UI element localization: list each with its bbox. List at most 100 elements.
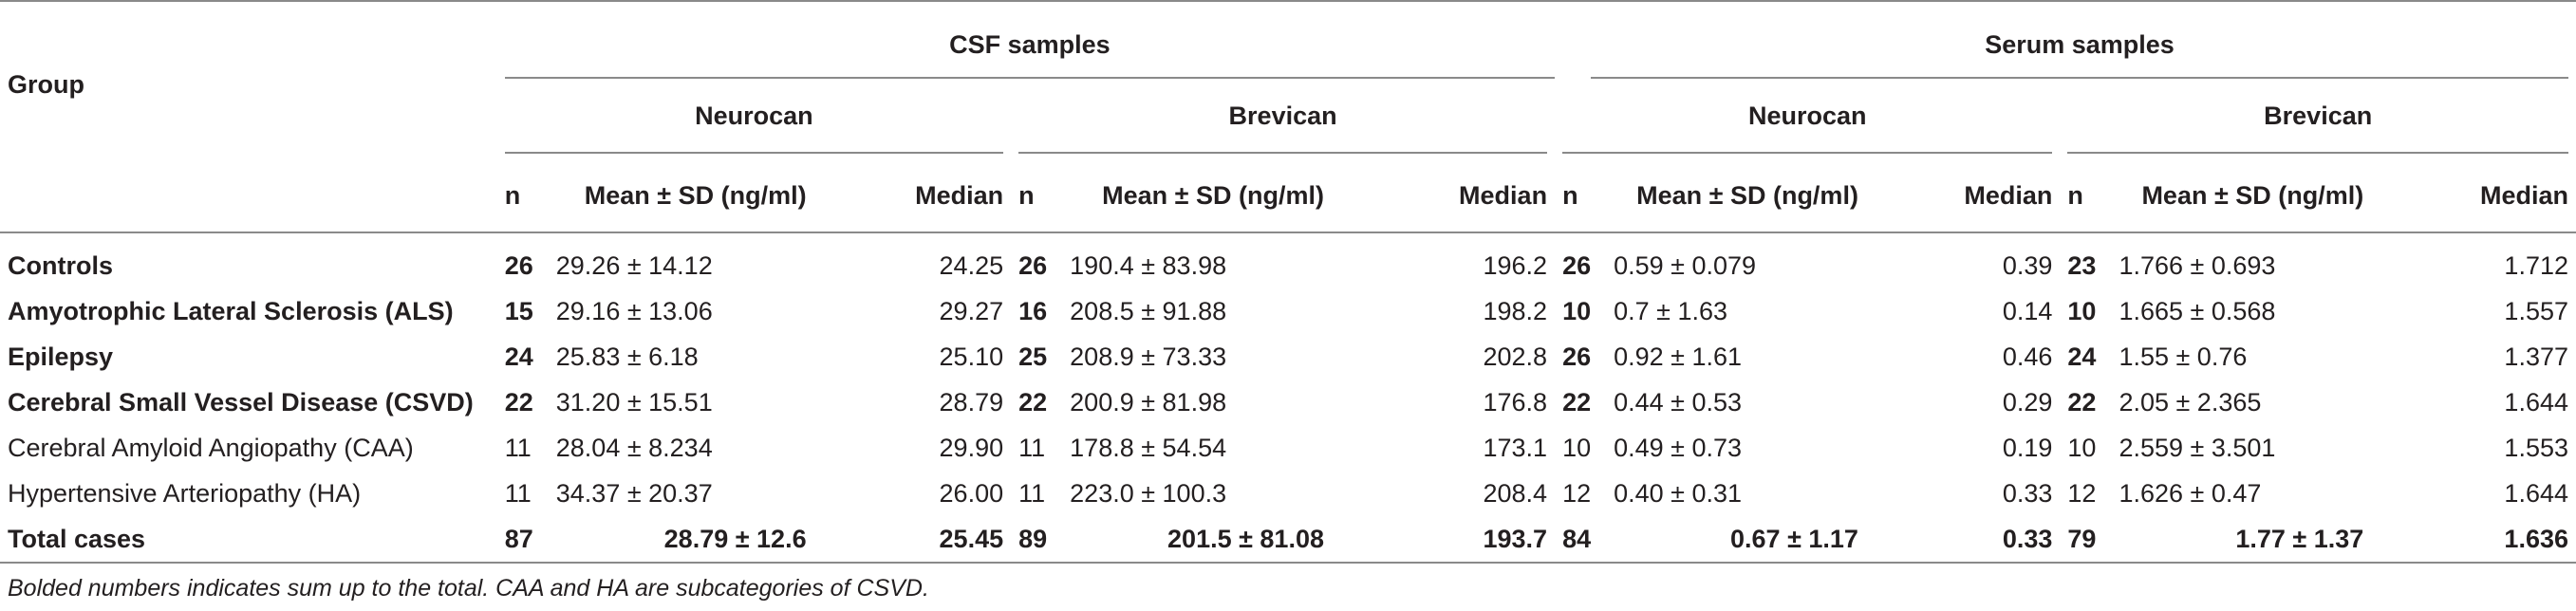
cell-ser-bre-n: 22 [2067, 387, 2097, 417]
total-ser-neu-median: 0.33 [2002, 524, 2053, 553]
csf-neurocan-header: Neurocan [497, 82, 1011, 159]
data-table: CSF samples Serum samples Group Neurocan… [0, 1, 2576, 563]
cell-csf-bre-mean: 200.9 ± 81.98 [1070, 387, 1227, 417]
row-group: Epilepsy [8, 342, 114, 371]
cell-csf-bre-n: 16 [1018, 296, 1048, 325]
csf-bre-median-header: Median [1459, 180, 1548, 210]
serum-neurocan-header: Neurocan [1555, 82, 2060, 159]
cell-ser-neu-median: 0.46 [2002, 342, 2053, 371]
cell-ser-neu-mean: 0.49 ± 0.73 [1614, 433, 1743, 462]
cell-ser-bre-n: 23 [2067, 250, 2097, 280]
table-row: Hypertensive Arteriopathy (HA) 11 34.37 ± … [0, 471, 2576, 516]
cell-csf-neu-mean: 34.37 ± 20.37 [555, 478, 713, 508]
row-group: Cerebral Small Vessel Disease (CSVD) [8, 387, 474, 417]
csf-neu-mean-header: Mean ± SD (ng/ml) [584, 180, 807, 210]
cell-csf-bre-median: 198.2 [1483, 296, 1548, 325]
row-group: Hypertensive Arteriopathy (HA) [8, 478, 362, 508]
cell-ser-neu-n: 22 [1562, 387, 1592, 417]
csf-neu-median-header: Median [915, 180, 1004, 210]
cell-csf-bre-n: 25 [1018, 342, 1048, 371]
cell-ser-bre-n: 10 [2067, 433, 2097, 462]
serum-samples-header: Serum samples [1555, 1, 2576, 82]
cell-ser-bre-median: 1.712 [2504, 250, 2568, 280]
cell-csf-bre-mean: 223.0 ± 100.3 [1070, 478, 1227, 508]
total-row: Total cases 87 28.79 ± 12.6 25.45 89 201… [0, 516, 2576, 563]
cell-ser-neu-mean: 0.44 ± 0.53 [1614, 387, 1743, 417]
cell-csf-bre-median: 208.4 [1483, 478, 1548, 508]
cell-csf-neu-median: 29.27 [939, 296, 1004, 325]
cell-csf-neu-n: 11 [504, 478, 532, 508]
cell-ser-bre-mean: 1.665 ± 0.568 [2119, 296, 2276, 325]
table-row: Controls 26 29.26 ± 14.12 24.25 26 190.4 ± 83… [0, 232, 2576, 288]
csf-neu-n-header: n [504, 180, 521, 210]
cell-ser-neu-mean: 0.59 ± 0.079 [1614, 250, 1757, 280]
csf-brevican-label: Brevican [1018, 88, 1548, 154]
cell-csf-neu-mean: 29.26 ± 14.12 [555, 250, 713, 280]
ser-neu-median-header: Median [1964, 180, 2053, 210]
cell-csf-bre-mean: 208.5 ± 91.88 [1070, 296, 1227, 325]
cell-csf-neu-n: 24 [504, 342, 533, 371]
table-body: Controls 26 29.26 ± 14.12 24.25 26 190.4 ± 83… [0, 232, 2576, 516]
cell-csf-bre-median: 173.1 [1483, 433, 1548, 462]
cell-ser-bre-median: 1.557 [2504, 296, 2568, 325]
cell-csf-neu-median: 26.00 [939, 478, 1004, 508]
cell-csf-neu-n: 11 [504, 433, 532, 462]
cell-ser-bre-n: 12 [2067, 478, 2097, 508]
cell-csf-neu-median: 29.90 [939, 433, 1004, 462]
cell-csf-neu-mean: 31.20 ± 15.51 [555, 387, 713, 417]
table-footnote: Bolded numbers indicates sum up to the t… [8, 575, 929, 602]
csf-brevican-header: Brevican [1011, 82, 1555, 159]
cell-csf-neu-mean: 29.16 ± 13.06 [555, 296, 713, 325]
ser-bre-mean-header: Mean ± SD (ng/ml) [2141, 180, 2364, 210]
cell-ser-bre-median: 1.377 [2504, 342, 2568, 371]
cell-csf-bre-mean: 190.4 ± 83.98 [1070, 250, 1227, 280]
total-ser-bre-mean: 1.77 ± 1.37 [2235, 524, 2364, 553]
cell-csf-neu-median: 28.79 [939, 387, 1004, 417]
row-group: Amyotrophic Lateral Sclerosis (ALS) [8, 296, 454, 325]
cell-ser-bre-mean: 1.766 ± 0.693 [2119, 250, 2276, 280]
group-header-label: Group [8, 70, 84, 99]
total-csf-neu-n: 87 [504, 524, 533, 553]
cell-csf-neu-n: 15 [504, 296, 533, 325]
cell-ser-neu-median: 0.19 [2002, 433, 2053, 462]
cell-csf-neu-median: 24.25 [939, 250, 1004, 280]
table-row: Cerebral Amyloid Angiopathy (CAA) 11 28.04… [0, 425, 2576, 471]
cell-ser-neu-median: 0.39 [2002, 250, 2053, 280]
cell-csf-neu-mean: 28.04 ± 8.234 [555, 433, 713, 462]
cell-ser-bre-mean: 2.559 ± 3.501 [2119, 433, 2276, 462]
cell-csf-bre-n: 22 [1018, 387, 1048, 417]
serum-brevican-header: Brevican [2060, 82, 2576, 159]
total-csf-bre-median: 193.7 [1483, 524, 1548, 553]
group-header: Group [0, 70, 497, 159]
cell-ser-bre-mean: 1.55 ± 0.76 [2119, 342, 2248, 371]
cell-ser-neu-n: 12 [1562, 478, 1592, 508]
total-csf-neu-median: 25.45 [939, 524, 1004, 553]
row-group: Cerebral Amyloid Angiopathy (CAA) [8, 433, 414, 462]
cell-csf-bre-n: 26 [1018, 250, 1048, 280]
cell-ser-neu-mean: 0.92 ± 1.61 [1614, 342, 1743, 371]
cell-ser-neu-n: 10 [1562, 296, 1592, 325]
ser-neu-mean-header: Mean ± SD (ng/ml) [1636, 180, 1858, 210]
total-ser-bre-n: 79 [2067, 524, 2097, 553]
cell-ser-neu-median: 0.33 [2002, 478, 2053, 508]
total-csf-neu-mean: 28.79 ± 12.6 [663, 524, 807, 553]
total-csf-bre-n: 89 [1018, 524, 1048, 553]
cell-ser-bre-mean: 2.05 ± 2.365 [2119, 387, 2262, 417]
cell-ser-bre-n: 24 [2067, 342, 2097, 371]
header-row-3: n Mean ± SD (ng/ml) Median n Mean ± SD (… [0, 159, 2576, 232]
cell-csf-neu-n: 26 [504, 250, 533, 280]
cell-csf-bre-median: 202.8 [1483, 342, 1548, 371]
cell-csf-bre-mean: 208.9 ± 73.33 [1070, 342, 1227, 371]
serum-samples-label: Serum samples [1591, 6, 2568, 79]
serum-neurocan-label: Neurocan [1562, 88, 2053, 154]
csf-bre-n-header: n [1018, 180, 1035, 210]
cell-ser-bre-median: 1.644 [2504, 478, 2568, 508]
cell-csf-bre-n: 11 [1018, 478, 1046, 508]
ser-bre-median-header: Median [2479, 180, 2568, 210]
total-ser-neu-n: 84 [1562, 524, 1592, 553]
csf-samples-header: CSF samples [497, 1, 1556, 82]
cell-csf-neu-mean: 25.83 ± 6.18 [555, 342, 699, 371]
cell-ser-neu-n: 26 [1562, 250, 1592, 280]
total-ser-bre-median: 1.636 [2504, 524, 2568, 553]
row-group: Controls [8, 250, 113, 280]
